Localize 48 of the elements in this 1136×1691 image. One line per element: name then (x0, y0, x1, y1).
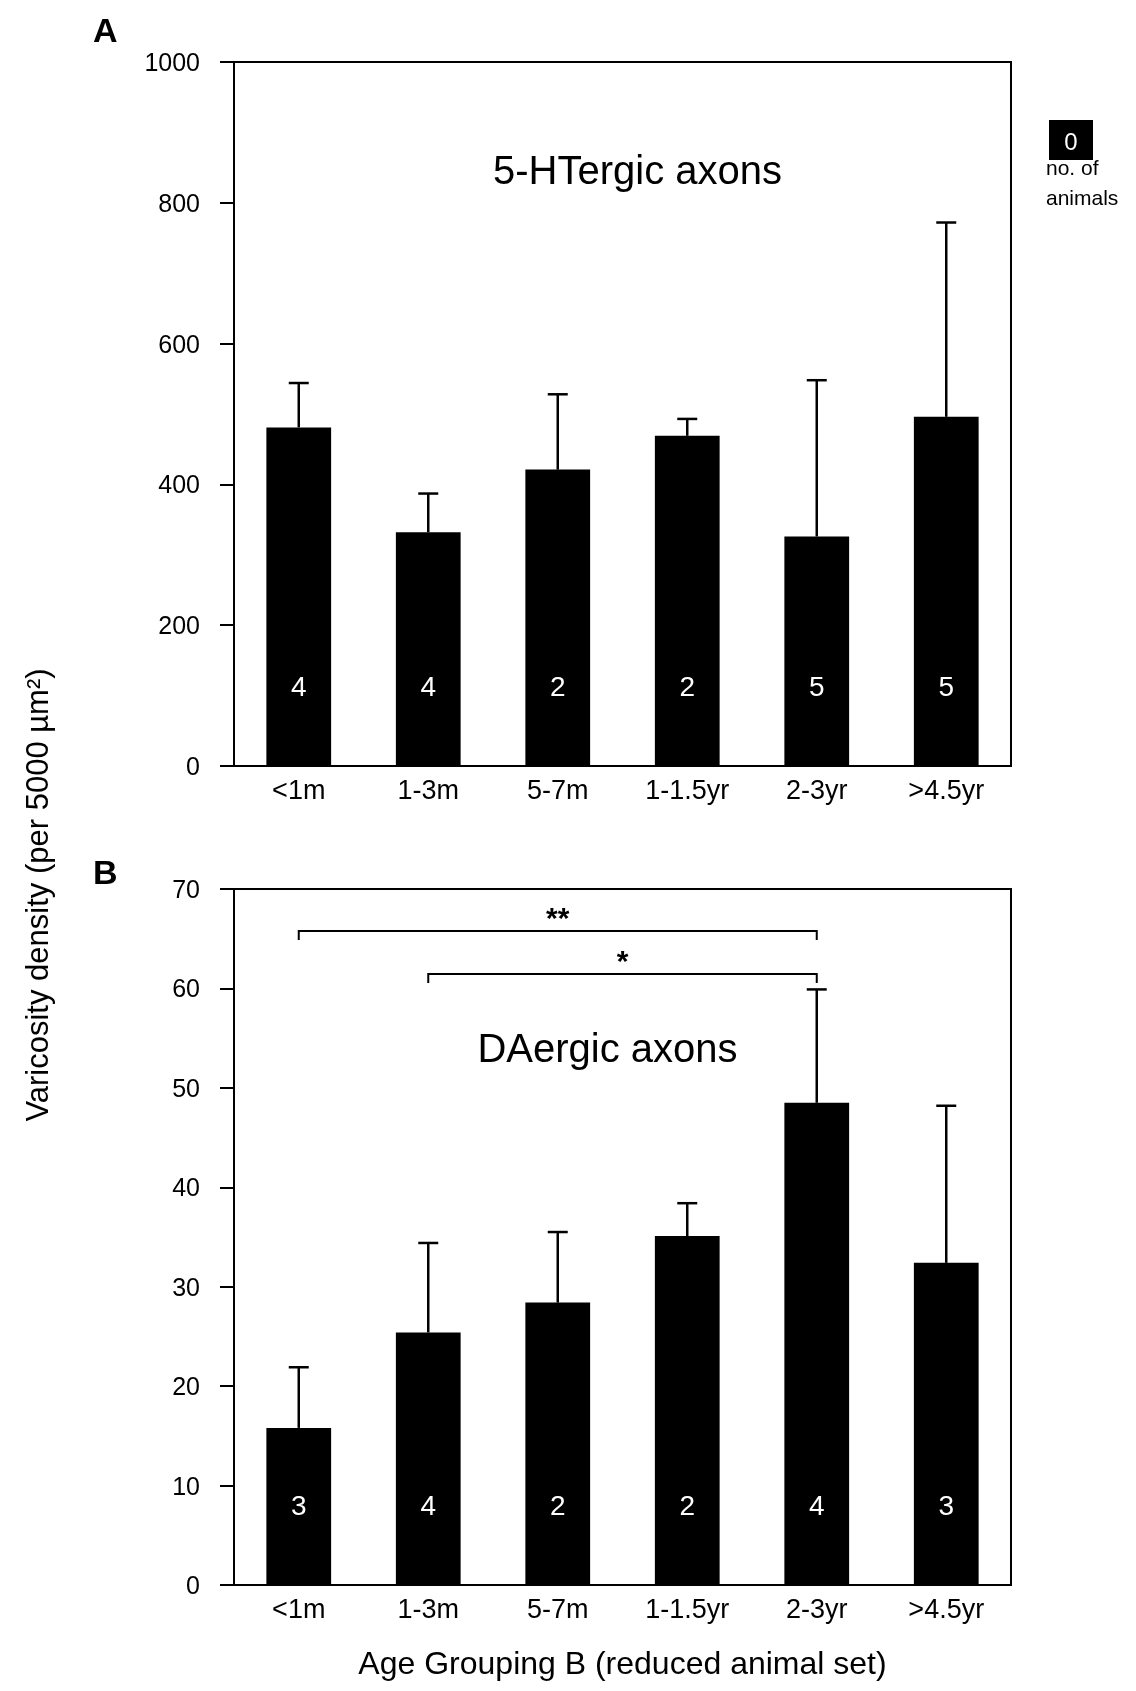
annotation: 3 (938, 1489, 955, 1521)
y-tick-label: 60 (172, 974, 200, 1003)
x-axis-title: Age Grouping B (reduced animal set) (358, 1645, 887, 1681)
x-tick-label: 1-1.5yr (645, 774, 730, 805)
y-tick-label: 30 (172, 1272, 200, 1301)
annotation: 2 (679, 1489, 696, 1521)
annotation: 4 (290, 670, 307, 702)
y-tick-label: 1000 (144, 48, 200, 76)
chart-title: B (93, 853, 118, 891)
x-tick-label: <1m (272, 774, 326, 805)
chart-title: A (93, 11, 118, 49)
x-tick-label: 2-3yr (785, 1593, 848, 1624)
x-tick-label: 1-3m (397, 1593, 460, 1624)
y-tick-label: 40 (172, 1173, 200, 1202)
annotation: 2 (679, 670, 696, 702)
y-tick-label: 400 (158, 470, 200, 499)
y-tick-label: 0 (186, 752, 200, 780)
x-tick-label: 1-3m (397, 774, 460, 805)
x-tick-label: 5-7m (526, 774, 589, 805)
annotation: 3 (290, 1489, 307, 1521)
y-tick-label: 800 (158, 188, 200, 217)
y-tick-label: 600 (158, 329, 200, 358)
x-tick-label: >4.5yr (908, 1593, 985, 1624)
text: 0 (1064, 127, 1078, 155)
y-tick-label: 10 (172, 1471, 200, 1500)
annotation: 4 (420, 670, 437, 702)
annotation: * (616, 943, 629, 977)
y-tick-label: 50 (172, 1073, 200, 1102)
annotation: 4 (808, 1489, 825, 1521)
x-tick-label: <1m (272, 1593, 326, 1624)
text: no. of animals (1046, 155, 1119, 209)
annotation: 5 (808, 670, 825, 702)
x-tick-label: 1-1.5yr (645, 1593, 730, 1624)
y-tick-label: 70 (172, 875, 200, 903)
annotation: 2 (549, 1489, 566, 1521)
annotation: DAergic axons (477, 1026, 738, 1070)
annotation: 5-HTergic axons (492, 148, 783, 192)
x-tick-label: 5-7m (526, 1593, 589, 1624)
annotation: 4 (420, 1489, 437, 1521)
x-tick-label: >4.5yr (908, 774, 985, 805)
x-tick-label: 2-3yr (785, 774, 848, 805)
annotation: 2 (549, 670, 566, 702)
y-tick-label: 200 (158, 611, 200, 640)
y-tick-label: 0 (186, 1571, 200, 1599)
y-axis-title: Varicosity density (per 5000 µm²) (20, 668, 56, 1122)
annotation: 5 (938, 670, 955, 702)
y-tick-label: 20 (172, 1372, 200, 1401)
annotation: ** (546, 900, 570, 934)
